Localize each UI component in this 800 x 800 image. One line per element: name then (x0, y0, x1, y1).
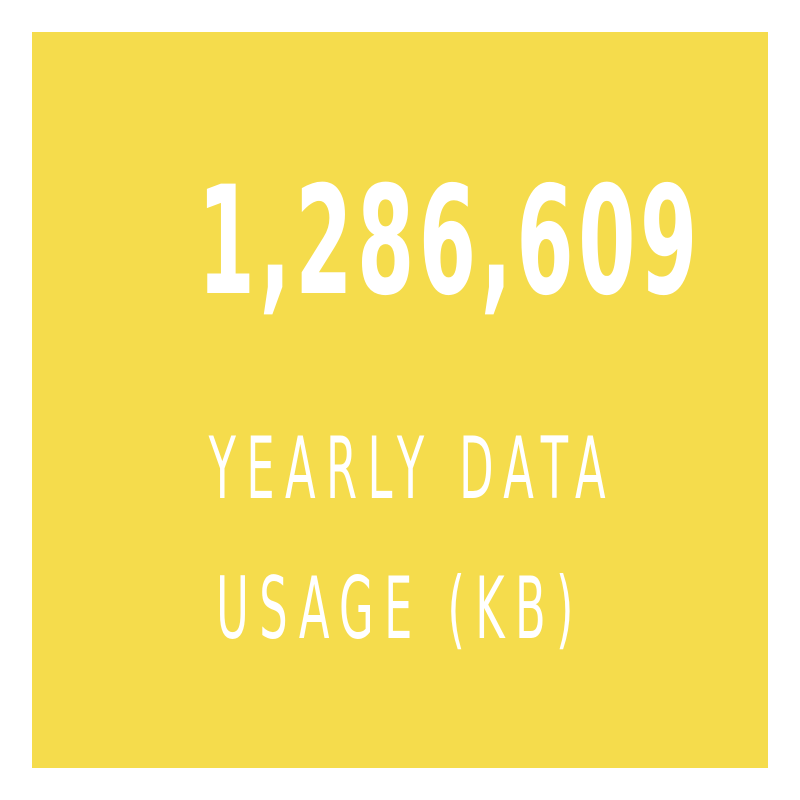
stat-label-line-2: USAGE (KB) (216, 559, 584, 659)
stat-value: 1,286,609 (197, 155, 702, 329)
stat-label-line-1: YEARLY DATA (208, 419, 616, 519)
stat-card: 1,286,609 YEARLY DATA USAGE (KB) (32, 32, 768, 768)
